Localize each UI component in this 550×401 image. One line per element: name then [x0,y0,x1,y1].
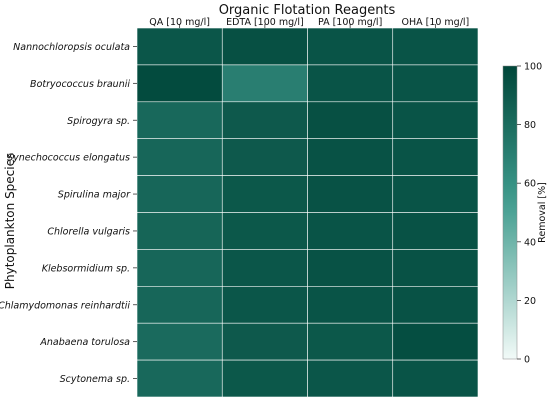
heatmap-cell [136,249,223,287]
heatmap-cell [307,64,394,103]
heatmap-cell [136,101,223,140]
row-label: Synechococcus elongatus [7,153,130,164]
heatmap-cell [307,138,394,176]
heatmap-cell [307,249,394,287]
y-axis-title: Phytoplankton Species [3,153,17,290]
heatmap-cell [221,249,308,287]
heatmap-cell [392,322,479,361]
colorbar-gradient [502,65,518,360]
column-label: OHA [10 mg/l] [401,17,469,28]
heatmap-cell [136,285,223,324]
row-label: Botryococcus braunii [30,79,130,90]
heatmap-cell [136,359,223,398]
colorbar-tick-label: 80 [524,120,536,131]
heatmap-cell [392,359,479,398]
heatmap-cell [307,285,394,324]
column-label: EDTA [100 mg/l] [226,17,304,28]
heatmap-cell [136,64,223,103]
heatmap-cell [307,359,394,398]
heatmap-cell [392,64,479,103]
row-label: Scytonema sp. [60,374,130,385]
row-label: Nannochloropsis oculata [13,42,130,53]
heatmap-cell [221,101,308,140]
heatmap-cell [392,212,479,250]
column-label: PA [100 mg/l] [318,17,382,28]
heatmap-cells [136,27,479,398]
row-label: Spirogyra sp. [67,116,130,127]
colorbar-tick-label: 20 [524,296,536,307]
heatmap-cell [392,285,479,324]
row-label: Anabaena torulosa [39,337,130,348]
heatmap-cell [392,101,479,140]
colorbar-tick-label: 0 [524,355,530,366]
column-label: QA [10 mg/l] [149,17,210,28]
heatmap-cell [136,212,223,250]
colorbar-tick-label: 40 [524,237,536,248]
row-label: Klebsormidium sp. [42,263,130,274]
row-label: Chlorella vulgaris [47,226,130,237]
row-label: Spirulina major [58,190,131,201]
heatmap-cell [136,27,223,66]
heatmap-cell [221,27,308,66]
row-labels: Nannochloropsis oculata Botryococcus brau… [0,42,137,385]
heatmap-cell [307,101,394,140]
heatmap-cell [136,138,223,176]
heatmap-cell [392,249,479,287]
heatmap-cell [136,322,223,361]
heatmap-cell [392,138,479,176]
heatmap-cell [221,64,308,103]
colorbar-label: Removal [%] [537,182,548,243]
heatmap-cell [307,27,394,66]
colorbar-tick-label: 60 [524,179,536,190]
colorbar-tick-label: 100 [524,62,542,73]
heatmap-cell [221,138,308,176]
heatmap-cell [307,175,394,213]
heatmap-cell [221,212,308,250]
heatmap-cell [221,175,308,213]
column-labels: QA [10 mg/l] EDTA [100 mg/l] PA [100 mg/l]… [149,17,469,28]
heatmap-cell [392,27,479,66]
heatmap-cell [221,285,308,324]
heatmap-cell [221,322,308,361]
heatmap-cell [307,322,394,361]
heatmap-cell [221,359,308,398]
heatmap-cell [307,212,394,250]
row-label: Chlamydomonas reinhardtii [0,300,130,311]
colorbar: 0 20 40 60 80 100 Removal [%] [502,62,548,366]
chart-title: Organic Flotation Reagents [219,3,396,18]
heatmap-cell [392,175,479,213]
heatmap-cell [136,175,223,213]
